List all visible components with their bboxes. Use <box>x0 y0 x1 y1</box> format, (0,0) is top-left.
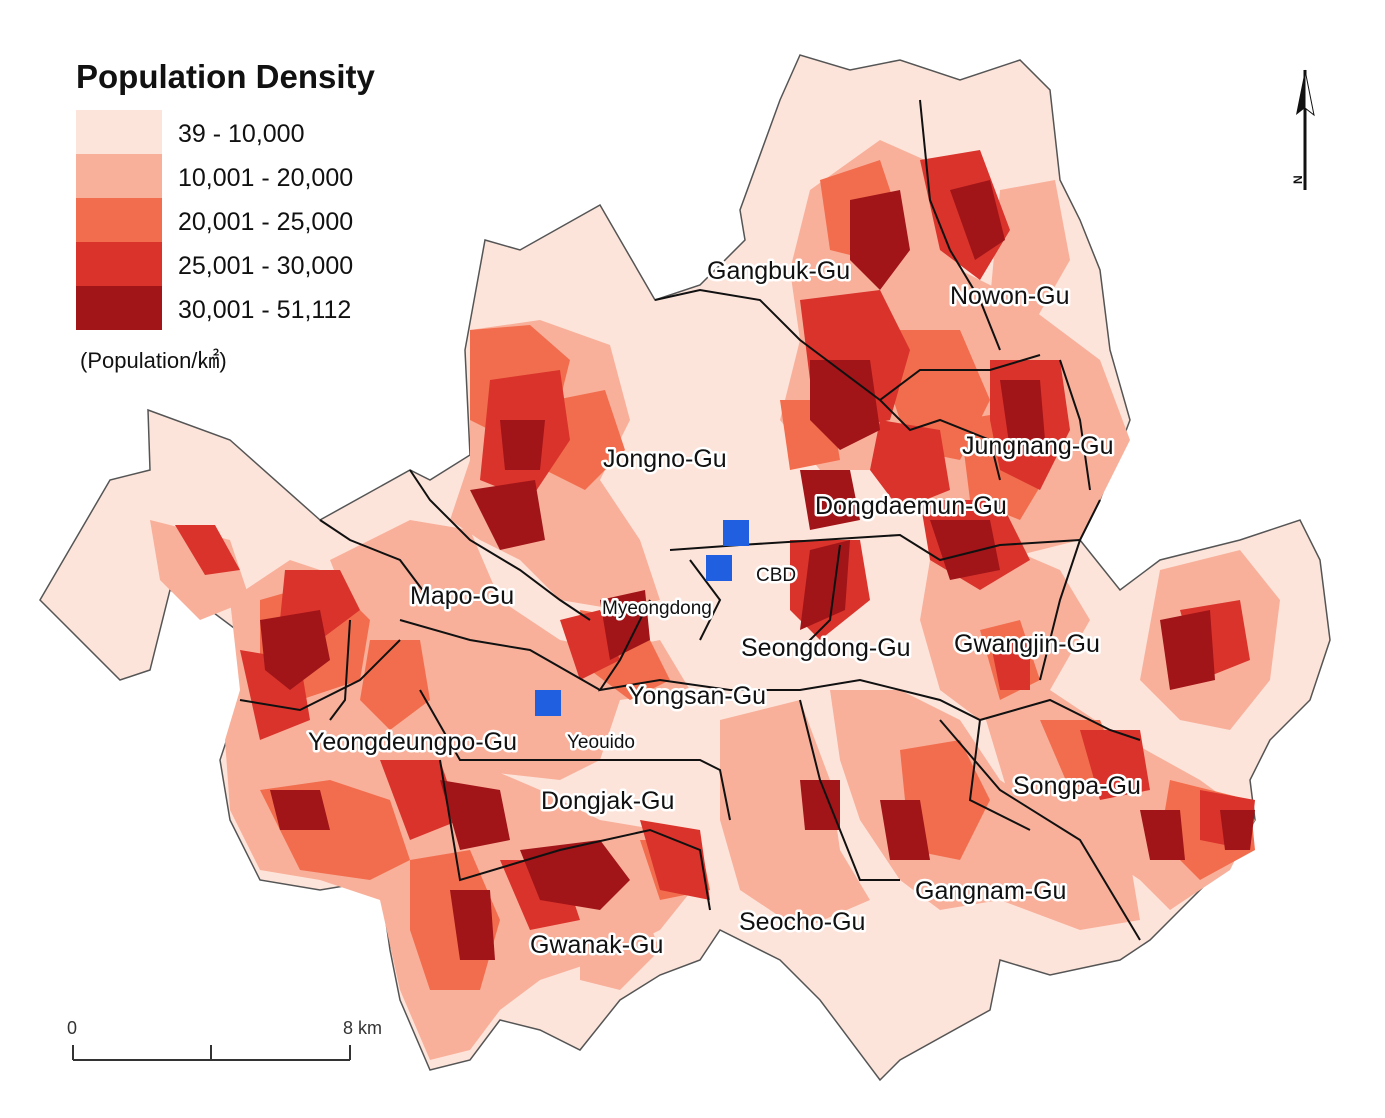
place-label-yeouido: Yeouido <box>567 732 635 753</box>
district-label-jongno: Jongno-Gu <box>603 445 727 473</box>
place-labels: CBD Myeongdong Yeouido <box>565 563 799 756</box>
district-labels: Gangbuk-Gu Nowon-Gu Jungnang-Gu Jongno-G… <box>306 255 1144 962</box>
legend-swatch-3 <box>76 242 162 286</box>
density-patch <box>800 780 840 830</box>
density-patch <box>800 470 860 530</box>
density-patch <box>270 790 330 830</box>
north-label: N <box>1291 175 1305 184</box>
density-patch <box>580 900 660 990</box>
density-patch <box>1080 730 1150 800</box>
district-label-seocho: Seocho-Gu <box>739 908 865 936</box>
district-label-gangnam: Gangnam-Gu <box>915 877 1066 905</box>
north-arrow-icon: N <box>1291 69 1315 190</box>
density-patch <box>175 525 240 575</box>
density-patch <box>810 360 880 450</box>
district-label-gwanak: Gwanak-Gu <box>530 931 663 959</box>
legend-label-3: 25,001 - 30,000 <box>178 252 353 280</box>
legend-swatch-2 <box>76 198 162 242</box>
legend-unit: (Population/㎢) <box>80 348 227 373</box>
cbd-marker[interactable] <box>723 520 749 546</box>
district-label-jungnang: Jungnang-Gu <box>962 432 1114 460</box>
density-patch <box>440 780 510 850</box>
density-patch <box>1000 380 1045 450</box>
density-patch <box>330 520 690 780</box>
density-patch <box>930 520 1000 580</box>
district-label-seongdong: Seongdong-Gu <box>741 634 911 662</box>
density-patch <box>990 640 1030 690</box>
yeouido-marker[interactable] <box>535 690 561 716</box>
density-patch <box>260 610 330 690</box>
density-patches <box>150 140 1280 1060</box>
density-patch <box>990 180 1070 330</box>
density-patch <box>450 890 495 960</box>
density-patch <box>1220 810 1255 850</box>
density-patch <box>850 190 910 290</box>
density-patch <box>870 420 950 510</box>
density-patch <box>950 180 1005 260</box>
density-patch <box>720 700 870 930</box>
legend-label-1: 10,001 - 20,000 <box>178 164 353 192</box>
place-label-cbd: CBD <box>756 565 796 586</box>
density-patch <box>880 800 930 860</box>
scale-bar: 0 8 km <box>67 1018 382 1061</box>
legend-swatch-0 <box>76 110 162 154</box>
legend-title: Population Density <box>76 58 376 95</box>
density-patch <box>1160 610 1215 690</box>
density-patch <box>520 840 630 910</box>
location-markers <box>535 520 749 716</box>
scale-end-label: 8 km <box>343 1018 382 1038</box>
district-label-gangbuk: Gangbuk-Gu <box>707 257 850 285</box>
density-patch <box>600 590 650 660</box>
cbd-marker[interactable] <box>706 555 732 581</box>
legend-label-4: 30,001 - 51,112 <box>178 296 351 324</box>
legend: Population Density 39 - 10,000 10,001 - … <box>76 58 376 373</box>
density-patch <box>1140 810 1185 860</box>
legend-swatch-1 <box>76 154 162 198</box>
place-label-myeongdong: Myeongdong <box>602 598 712 619</box>
district-label-songpa: Songpa-Gu <box>1013 772 1141 800</box>
scale-start-label: 0 <box>67 1018 77 1038</box>
district-label-yongsan: Yongsan-Gu <box>628 682 766 710</box>
district-label-mapo: Mapo-Gu <box>410 582 514 610</box>
density-patch <box>470 480 545 550</box>
density-patch <box>500 420 545 470</box>
legend-label-0: 39 - 10,000 <box>178 120 305 148</box>
legend-swatch-4 <box>76 286 162 330</box>
legend-label-2: 20,001 - 25,000 <box>178 208 353 236</box>
district-label-dongdaemun: Dongdaemun-Gu <box>815 492 1007 520</box>
district-label-dongjak: Dongjak-Gu <box>541 787 674 815</box>
district-label-nowon: Nowon-Gu <box>950 282 1070 310</box>
district-label-yeongdeungpo: Yeongdeungpo-Gu <box>308 728 517 756</box>
density-patch <box>640 820 710 900</box>
district-label-gwangjin: Gwangjin-Gu <box>954 630 1100 658</box>
